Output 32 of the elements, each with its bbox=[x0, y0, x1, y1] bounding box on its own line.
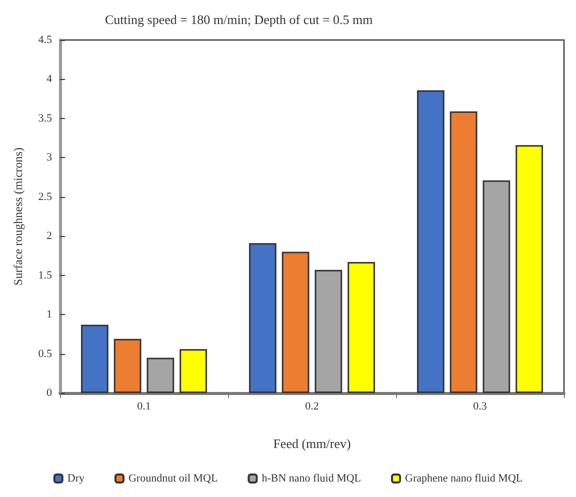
y-tick-label: 4.5 bbox=[38, 34, 52, 46]
bar bbox=[450, 111, 478, 393]
y-tick-label: 0.5 bbox=[38, 348, 52, 360]
bar bbox=[516, 145, 543, 393]
y-tick-label: 2 bbox=[46, 230, 52, 242]
bar bbox=[348, 262, 375, 393]
y-tick-label: 3 bbox=[46, 152, 52, 164]
legend-label: Dry bbox=[67, 472, 85, 484]
y-tick-label: 3.5 bbox=[38, 112, 52, 124]
bar bbox=[482, 180, 510, 393]
legend-label: h-BN nano fluid MQL bbox=[262, 472, 362, 484]
bar bbox=[81, 324, 108, 393]
bar bbox=[417, 90, 444, 393]
legend-label: Graphene nano fluid MQL bbox=[405, 472, 523, 484]
x-tick-label: 0.3 bbox=[473, 400, 488, 412]
chart-title: Cutting speed = 180 m/min; Depth of cut = 0.5 mm bbox=[105, 12, 373, 27]
bar bbox=[314, 270, 342, 393]
y-tick-label: 1 bbox=[46, 308, 52, 321]
x-tick-label: 0.1 bbox=[137, 400, 151, 412]
bar bbox=[114, 338, 142, 393]
bar bbox=[249, 243, 276, 393]
y-tick-label: 0 bbox=[46, 387, 52, 399]
legend-label: Groundnut oil MQL bbox=[128, 472, 218, 484]
y-tick-label: 4 bbox=[46, 73, 52, 86]
x-axis-title: Feed (mm/rev) bbox=[273, 436, 351, 451]
x-tick-label: 0.2 bbox=[305, 400, 319, 412]
y-tick-label: 1.5 bbox=[38, 269, 52, 282]
bar bbox=[282, 252, 310, 393]
y-axis-title: Surface roughness (microns) bbox=[11, 148, 25, 286]
y-tick-label: 2.5 bbox=[38, 190, 52, 203]
bar bbox=[180, 349, 207, 393]
bar bbox=[146, 358, 174, 393]
